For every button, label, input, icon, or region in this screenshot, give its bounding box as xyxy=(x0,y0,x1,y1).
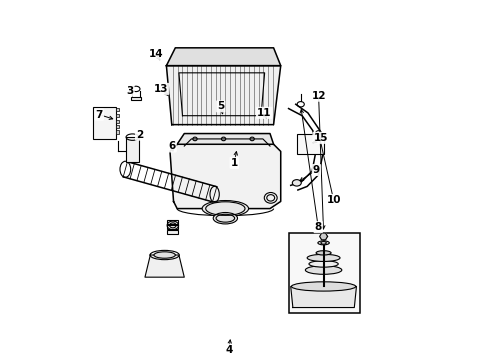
Ellipse shape xyxy=(213,212,238,224)
Bar xyxy=(116,114,119,117)
Bar xyxy=(93,107,117,139)
Text: 5: 5 xyxy=(217,102,224,111)
Bar xyxy=(168,230,178,234)
Polygon shape xyxy=(167,66,281,125)
Text: 9: 9 xyxy=(313,165,320,175)
Text: 8: 8 xyxy=(315,222,322,232)
Ellipse shape xyxy=(307,254,340,261)
Text: 7: 7 xyxy=(96,110,103,120)
Text: 1: 1 xyxy=(231,158,238,168)
Polygon shape xyxy=(319,233,327,240)
Polygon shape xyxy=(177,134,273,144)
Text: 11: 11 xyxy=(257,108,271,118)
Ellipse shape xyxy=(292,282,356,291)
Ellipse shape xyxy=(154,252,175,258)
Bar xyxy=(116,108,119,111)
Polygon shape xyxy=(145,255,184,277)
Text: 6: 6 xyxy=(169,141,176,152)
Text: 4: 4 xyxy=(225,345,233,355)
Bar xyxy=(131,97,141,100)
Text: 10: 10 xyxy=(326,195,341,205)
Polygon shape xyxy=(167,48,281,66)
Polygon shape xyxy=(170,144,281,208)
Text: 12: 12 xyxy=(311,91,326,101)
Ellipse shape xyxy=(202,201,248,217)
Text: 14: 14 xyxy=(148,49,163,59)
Text: 3: 3 xyxy=(126,86,134,96)
Text: 13: 13 xyxy=(154,84,168,94)
Ellipse shape xyxy=(309,261,338,267)
Ellipse shape xyxy=(305,266,342,274)
Ellipse shape xyxy=(321,242,326,244)
Bar xyxy=(168,220,178,224)
Polygon shape xyxy=(291,287,356,307)
Ellipse shape xyxy=(318,241,329,245)
Bar xyxy=(116,130,119,134)
Ellipse shape xyxy=(316,251,331,255)
Ellipse shape xyxy=(293,180,301,186)
Text: 2: 2 xyxy=(136,130,143,140)
Bar xyxy=(126,137,139,162)
Bar xyxy=(116,125,119,128)
Bar xyxy=(289,233,360,313)
Bar xyxy=(168,225,178,229)
Bar xyxy=(297,134,323,154)
Bar xyxy=(116,120,119,123)
Text: 15: 15 xyxy=(314,133,328,143)
